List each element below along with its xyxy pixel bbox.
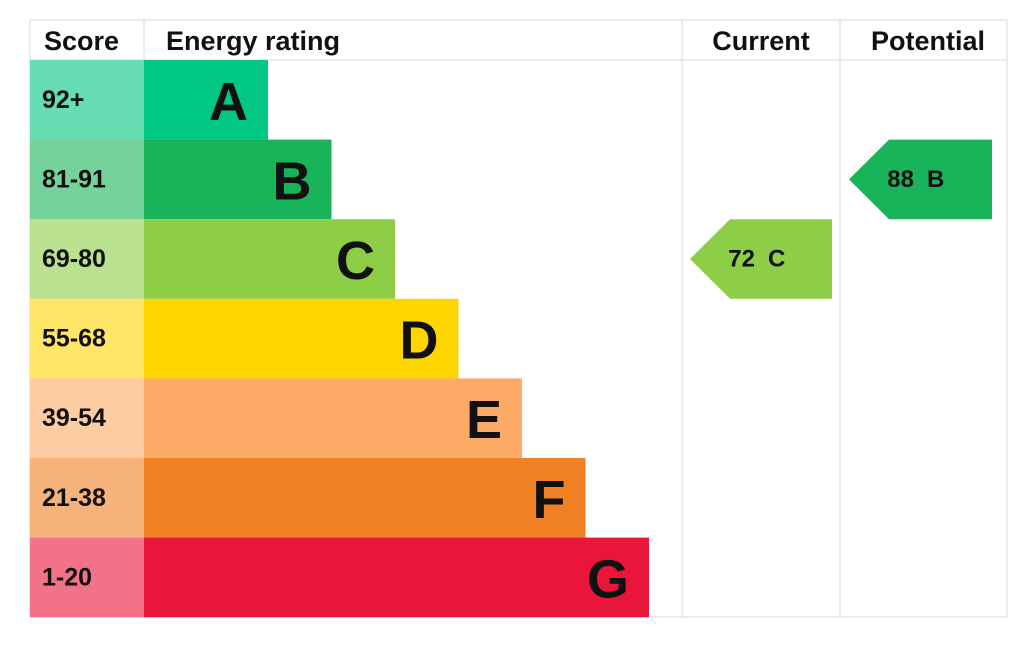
score-cell-tint: [30, 378, 144, 458]
rating-letter: F: [533, 470, 566, 530]
score-cell-tint: [30, 139, 144, 220]
header-score: Score: [44, 26, 119, 56]
score-cell: [30, 60, 144, 140]
rating-letter: A: [209, 72, 248, 132]
score-cell: [30, 537, 144, 618]
score-cell-tint: [30, 298, 144, 379]
score-cell-tint: [30, 458, 144, 538]
header-current: Current: [712, 26, 810, 56]
rating-bar: [144, 219, 395, 299]
score-range: 69-80: [42, 245, 106, 273]
score-cell: [30, 219, 144, 299]
current-arrow: [690, 219, 832, 299]
rating-letter: C: [336, 231, 375, 291]
score-range: 21-38: [42, 484, 106, 512]
rating-bar: [144, 60, 268, 140]
score-range: 55-68: [42, 325, 106, 353]
score-cell: [30, 298, 144, 379]
rating-bar: [144, 458, 586, 538]
rating-letter: B: [273, 151, 312, 211]
header-potential: Potential: [871, 26, 985, 56]
potential-arrow: [849, 139, 992, 220]
rating-bar: [144, 298, 459, 379]
current-letter: C: [768, 246, 785, 273]
potential-value: 88: [887, 166, 914, 193]
score-cell: [30, 139, 144, 220]
rating-letter: D: [400, 311, 439, 371]
score-cell-tint: [30, 219, 144, 299]
rating-bar: [144, 378, 522, 458]
rating-letter: G: [587, 549, 629, 609]
score-cell-tint: [30, 537, 144, 618]
header-rating: Energy rating: [166, 26, 340, 56]
score-cell-tint: [30, 60, 144, 140]
score-range: 81-91: [42, 165, 106, 193]
score-cell: [30, 378, 144, 458]
rating-bar: [144, 139, 332, 220]
score-range: 39-54: [42, 404, 106, 432]
current-value: 72: [728, 246, 755, 273]
score-range: 92+: [42, 86, 84, 114]
potential-letter: B: [927, 166, 944, 193]
score-cell: [30, 458, 144, 538]
score-range: 1-20: [42, 563, 92, 591]
rating-bar: [144, 537, 649, 618]
rating-letter: E: [466, 390, 502, 450]
